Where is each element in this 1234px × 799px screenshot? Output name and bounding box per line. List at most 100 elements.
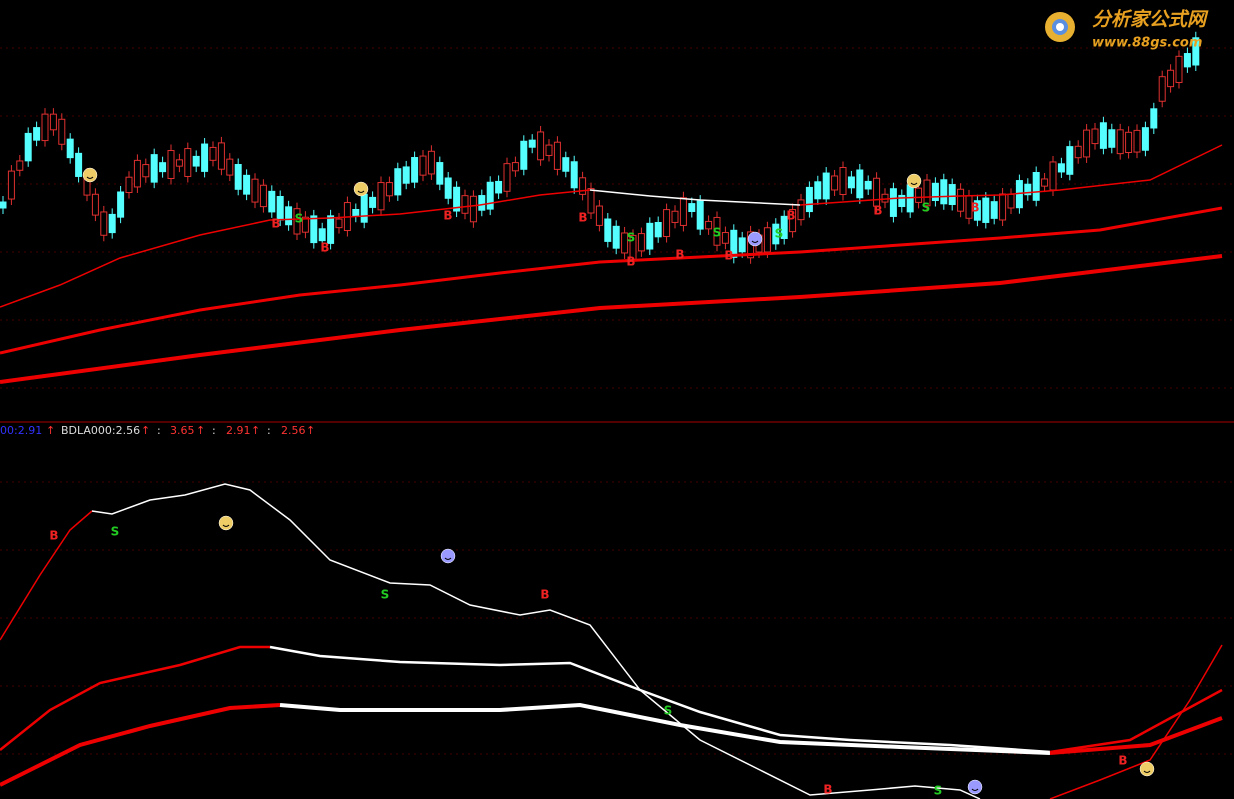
candle-body xyxy=(604,218,612,242)
candle-body xyxy=(377,182,385,211)
indicator-label: BDLA000:2.56 xyxy=(61,424,140,437)
signal-marker: B xyxy=(271,217,280,231)
face-icon xyxy=(967,779,983,795)
indicator-line xyxy=(91,483,981,799)
candle-body xyxy=(587,188,595,214)
candle-body xyxy=(562,157,570,172)
signal-marker: B xyxy=(724,249,733,263)
candle-body xyxy=(1183,53,1191,68)
candle-body xyxy=(738,237,746,253)
signal-marker: B xyxy=(540,588,549,602)
candle-body xyxy=(1066,146,1074,175)
candle-body xyxy=(419,155,427,176)
candle-body xyxy=(192,155,200,167)
indicator-line xyxy=(0,510,93,641)
candle-body xyxy=(1041,178,1049,187)
candle-body xyxy=(1032,171,1040,201)
candle-body xyxy=(486,181,494,210)
candle-body xyxy=(58,118,66,145)
upper-lines xyxy=(0,144,1223,384)
candle-body xyxy=(209,146,217,161)
ma-line xyxy=(799,144,1223,206)
candle-body xyxy=(352,208,360,217)
indicator-line xyxy=(269,645,1051,754)
candle-body xyxy=(713,216,721,246)
candle-body xyxy=(696,200,704,230)
signal-marker: B xyxy=(443,209,452,223)
candle-body xyxy=(453,186,461,212)
signal-marker: B xyxy=(49,529,58,543)
face-icon xyxy=(906,173,922,189)
candle-body xyxy=(117,191,125,218)
candle-body xyxy=(637,233,645,252)
indicator-arrow: ↑ xyxy=(196,424,205,437)
candle-body xyxy=(402,166,410,184)
candle-body xyxy=(369,196,377,208)
indicator-label: 00:2.91 xyxy=(0,424,42,437)
candle-body xyxy=(982,197,990,223)
lower-lines xyxy=(0,483,1223,799)
signal-marker: S xyxy=(775,227,784,241)
candle-body xyxy=(461,195,469,214)
candle-body xyxy=(159,162,167,173)
candle-body xyxy=(285,206,293,226)
candle-body xyxy=(721,232,729,244)
candle-body xyxy=(217,142,225,170)
candle-body xyxy=(730,229,738,258)
faces xyxy=(82,167,1155,795)
face-icon xyxy=(1139,761,1155,777)
indicator-bar: 00:2.91 ↑ BDLA000:2.56 ↑ : 3.65 ↑ : 2.91… xyxy=(0,424,315,437)
signal-marker: S xyxy=(295,212,304,226)
signal-marker: B xyxy=(578,211,587,225)
face-icon xyxy=(747,231,763,247)
candle-body xyxy=(385,182,393,197)
face-mouth xyxy=(444,557,452,560)
candle-body xyxy=(66,138,74,159)
signal-marker: B xyxy=(873,204,882,218)
candle-body xyxy=(1049,161,1057,191)
indicator-arrow: ↑ xyxy=(306,424,315,437)
face-mouth xyxy=(86,176,94,179)
candle-body xyxy=(108,213,116,234)
signal-marker: S xyxy=(664,704,673,718)
signal-marker: S xyxy=(922,201,931,215)
candle-body xyxy=(957,188,965,212)
candle-body xyxy=(7,170,15,200)
candle-body xyxy=(175,159,183,167)
indicator-value: 3.65 xyxy=(170,424,195,437)
candle-body xyxy=(520,140,528,170)
candle-body xyxy=(528,139,536,148)
candle-body xyxy=(889,188,897,217)
candle-body xyxy=(201,143,209,172)
candle-body xyxy=(1150,108,1158,129)
face-icon xyxy=(440,548,456,564)
candle-body xyxy=(990,201,998,219)
candle-body xyxy=(999,193,1007,221)
candle-body xyxy=(125,176,133,194)
candle-body xyxy=(898,194,906,207)
ma-line xyxy=(0,254,1223,384)
candle-body xyxy=(621,232,629,254)
candle-body xyxy=(259,184,267,208)
indicator-line xyxy=(0,645,270,751)
candle-body xyxy=(503,163,511,192)
candle-body xyxy=(41,113,49,142)
candle-body xyxy=(251,178,259,203)
candle-body xyxy=(318,228,326,242)
candle-body xyxy=(1108,129,1116,148)
candle-body xyxy=(16,160,24,171)
signal-marker: S xyxy=(934,784,943,798)
candle-body xyxy=(1175,55,1183,83)
grid xyxy=(0,47,1234,755)
indicator-label: : xyxy=(267,424,271,437)
candle-body xyxy=(679,197,687,226)
signal-marker: B xyxy=(1118,754,1127,768)
candle-body xyxy=(948,184,956,205)
candle-body xyxy=(100,211,108,236)
signal-marker: B xyxy=(786,209,795,223)
candle-body xyxy=(780,215,788,240)
candle-body xyxy=(1074,145,1082,159)
candle-body xyxy=(805,186,813,213)
candle-body xyxy=(234,163,242,190)
candle-body xyxy=(654,221,662,238)
